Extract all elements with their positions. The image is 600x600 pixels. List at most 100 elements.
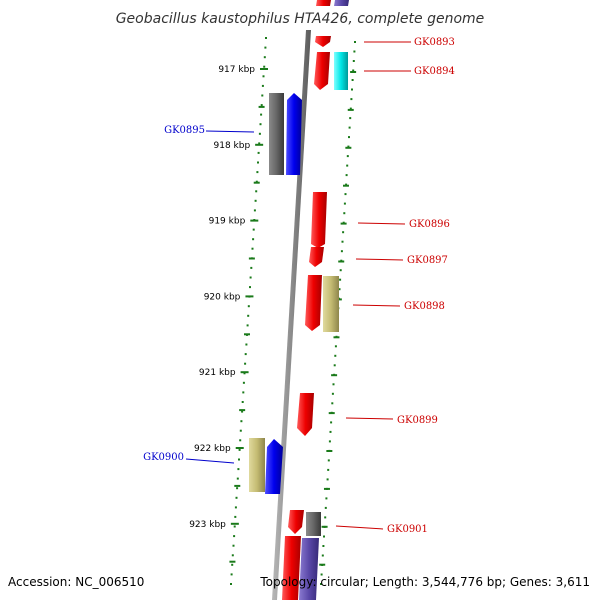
track-dot bbox=[262, 75, 265, 78]
track-dot bbox=[254, 199, 257, 202]
track-dot bbox=[231, 563, 234, 566]
track-dot bbox=[341, 240, 344, 243]
track-dot bbox=[344, 193, 347, 196]
track-dot bbox=[343, 212, 346, 215]
track-dot bbox=[236, 487, 239, 490]
track-dot bbox=[234, 515, 237, 518]
track-dot bbox=[324, 506, 327, 509]
track-dot bbox=[244, 362, 247, 365]
track-dot bbox=[256, 171, 259, 174]
track-dot bbox=[334, 354, 337, 357]
track-dot bbox=[230, 573, 233, 576]
track-dot bbox=[247, 314, 250, 317]
track-dot bbox=[348, 136, 350, 139]
gene-arrow-gk0893[interactable] bbox=[315, 36, 331, 47]
track-dot bbox=[231, 554, 234, 557]
track-dot bbox=[331, 392, 334, 395]
track-dot bbox=[238, 448, 241, 451]
track-dot bbox=[331, 402, 334, 405]
gene-arrow-gk0901[interactable] bbox=[288, 510, 304, 534]
track-dot bbox=[347, 145, 350, 148]
track-dot bbox=[323, 535, 325, 538]
track-dot bbox=[334, 345, 337, 348]
track-dot bbox=[239, 429, 242, 432]
track-dot bbox=[253, 209, 256, 212]
gene-box[interactable] bbox=[306, 512, 321, 536]
track-dot bbox=[238, 458, 240, 461]
track-dot bbox=[324, 516, 327, 519]
track-dot bbox=[328, 440, 331, 443]
track-dot bbox=[353, 50, 356, 53]
gene-arrow-gk0899[interactable] bbox=[297, 393, 314, 436]
track-dot bbox=[351, 88, 353, 91]
gene-labels: GK0893 GK0894 GK0895 GK0896 GK0897 GK089… bbox=[143, 37, 455, 535]
gene-arrow-gk0894[interactable] bbox=[314, 52, 330, 90]
track-dot bbox=[348, 126, 351, 129]
gene-label[interactable]: GK0899 bbox=[397, 415, 438, 426]
gene-arrow[interactable] bbox=[282, 536, 301, 600]
track-dot bbox=[322, 545, 325, 547]
gene-label[interactable]: GK0893 bbox=[414, 37, 455, 48]
gene-arrow[interactable] bbox=[299, 538, 319, 600]
track-dot bbox=[346, 164, 349, 167]
track-dot bbox=[332, 383, 335, 386]
track-dot bbox=[249, 276, 252, 279]
track-dot bbox=[259, 123, 262, 126]
track-dot bbox=[258, 142, 261, 145]
gene-box[interactable] bbox=[334, 52, 348, 90]
track-dot bbox=[252, 238, 255, 241]
track-dot bbox=[260, 104, 263, 107]
gene-label[interactable]: GK0897 bbox=[407, 255, 448, 266]
track-dot bbox=[352, 69, 355, 72]
track-dot bbox=[263, 65, 266, 68]
gene-box-gk0895[interactable] bbox=[269, 93, 284, 175]
track-dot bbox=[243, 372, 246, 375]
track-dot bbox=[242, 381, 245, 384]
track-dot bbox=[239, 439, 242, 442]
gene-label[interactable]: GK0900 bbox=[143, 452, 184, 463]
track-dot bbox=[327, 459, 330, 462]
track-dot bbox=[237, 468, 240, 471]
track-dot bbox=[241, 410, 244, 413]
gene-arrow-gk0896[interactable] bbox=[311, 192, 327, 248]
track-dot bbox=[250, 266, 253, 269]
left-dotted-track bbox=[230, 37, 267, 585]
track-dot bbox=[255, 190, 258, 193]
gene-box-gk0900[interactable] bbox=[249, 438, 265, 492]
kbp-label: 921 kbp bbox=[199, 368, 236, 378]
gene-arrow-gk0897[interactable] bbox=[309, 247, 324, 267]
track-dot bbox=[329, 430, 332, 433]
track-dot bbox=[333, 364, 336, 367]
track-dot bbox=[261, 94, 264, 97]
gene-label[interactable]: GK0901 bbox=[387, 524, 428, 535]
gene-arrow-gk0898[interactable] bbox=[305, 275, 322, 331]
accession-text: Accession: NC_006510 bbox=[8, 575, 144, 589]
track-dot bbox=[242, 391, 245, 394]
track-dot bbox=[339, 278, 342, 281]
track-dot bbox=[343, 202, 346, 205]
track-dot bbox=[260, 113, 263, 116]
track-dot bbox=[265, 37, 267, 39]
track-dot bbox=[257, 161, 259, 164]
gene-label[interactable]: GK0894 bbox=[414, 66, 455, 77]
gene-arrow[interactable] bbox=[265, 439, 283, 494]
gene-arrow[interactable] bbox=[286, 93, 302, 175]
gene-arrow[interactable] bbox=[316, 0, 331, 6]
gene-label[interactable]: GK0895 bbox=[164, 125, 205, 136]
gene-box[interactable] bbox=[323, 276, 339, 332]
gene-glyphs bbox=[249, 0, 349, 600]
track-dot bbox=[235, 496, 238, 499]
track-dot bbox=[326, 478, 329, 481]
genome-summary-text: Topology: circular; Length: 3,544,776 bp… bbox=[259, 575, 590, 589]
kbp-label: 923 kbp bbox=[189, 520, 226, 530]
track-dot bbox=[236, 477, 239, 480]
gene-label[interactable]: GK0898 bbox=[404, 301, 445, 312]
gene-arrow[interactable] bbox=[334, 0, 349, 6]
track-dot bbox=[349, 117, 352, 120]
kbp-label: 919 kbp bbox=[209, 217, 246, 227]
gene-label[interactable]: GK0896 bbox=[409, 219, 450, 230]
track-dot bbox=[263, 56, 266, 59]
track-dot bbox=[340, 250, 343, 253]
track-dot bbox=[261, 84, 264, 87]
